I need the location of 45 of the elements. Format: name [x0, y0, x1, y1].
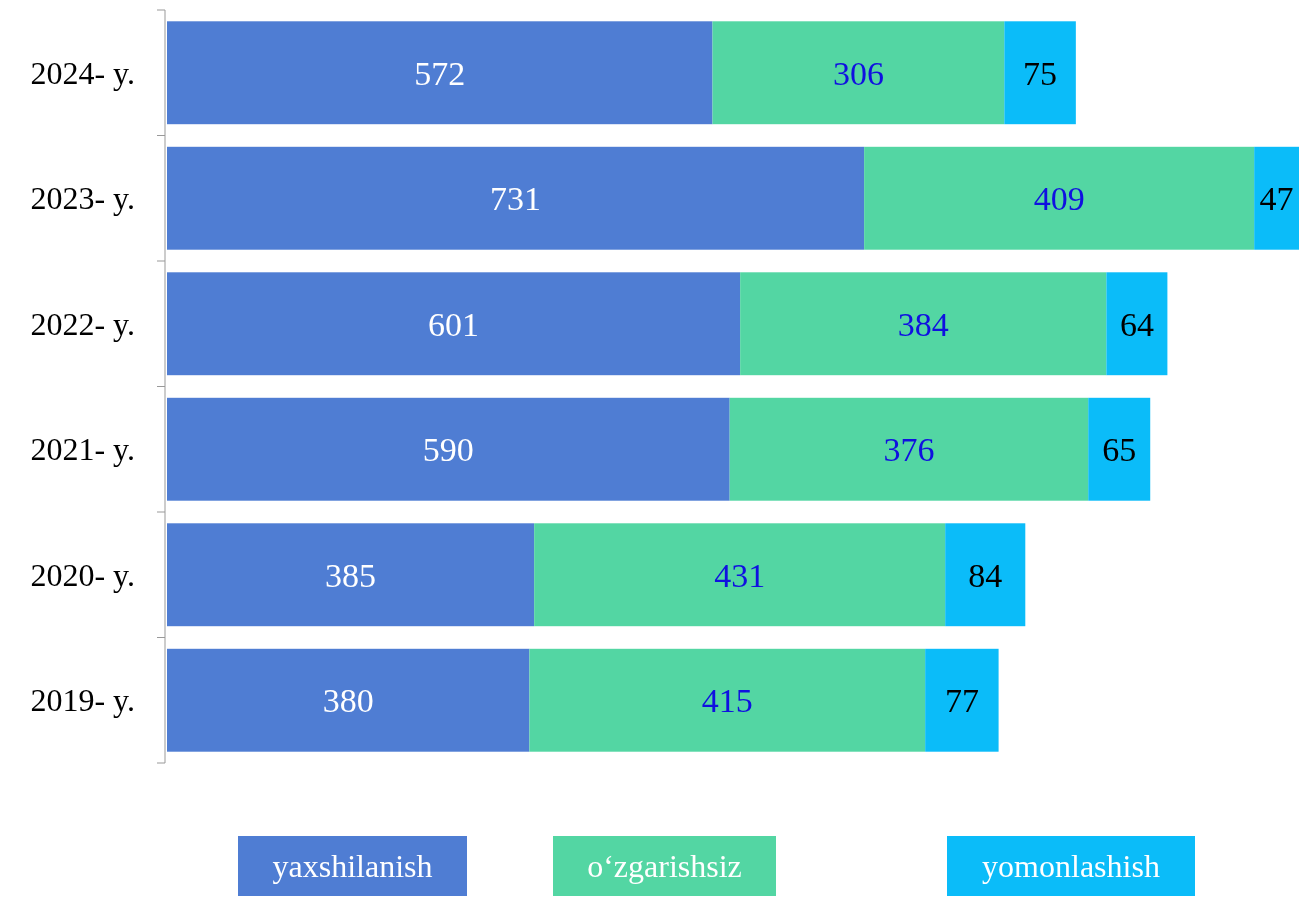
bar — [1004, 21, 1076, 125]
data-label: 572 — [414, 54, 466, 92]
bar — [167, 21, 713, 125]
data-label: 731 — [490, 180, 542, 218]
bar — [529, 648, 926, 752]
data-label: 77 — [944, 682, 979, 720]
bar — [167, 146, 865, 250]
data-label: 75 — [1023, 54, 1058, 92]
text: yaxshilanish — [272, 848, 433, 885]
data-label: 409 — [1033, 180, 1085, 218]
text: o‘zgarishsiz — [587, 848, 742, 885]
data-label: 84 — [968, 556, 1003, 594]
bar — [167, 272, 741, 376]
y-tick-label: 2019- y. — [30, 682, 135, 719]
bar — [534, 523, 946, 627]
bar — [740, 272, 1107, 376]
bar — [1254, 146, 1299, 250]
data-label: 47 — [1259, 180, 1294, 218]
y-tick-label: 2020- y. — [30, 556, 135, 593]
y-tick-label: 2024- y. — [30, 54, 135, 91]
data-label: 65 — [1102, 431, 1137, 469]
y-tick-label: 2021- y. — [30, 431, 135, 468]
bar — [167, 523, 535, 627]
bar — [925, 648, 999, 752]
y-tick-label: 2022- y. — [30, 305, 135, 342]
y-tick-label: 2023- y. — [30, 180, 135, 217]
bar — [167, 397, 730, 501]
data-label: 380 — [322, 682, 374, 720]
text: yomonlashish — [982, 848, 1160, 885]
data-label: 590 — [422, 431, 474, 469]
bar — [864, 146, 1255, 250]
data-label: 306 — [832, 54, 884, 92]
data-label: 64 — [1119, 305, 1154, 343]
bar — [712, 21, 1005, 125]
bar — [945, 523, 1026, 627]
bar — [1106, 272, 1168, 376]
data-label: 385 — [325, 556, 377, 594]
data-label: 601 — [428, 305, 480, 343]
bar — [1088, 397, 1151, 501]
data-label: 384 — [897, 305, 949, 343]
data-label: 376 — [883, 431, 935, 469]
data-label: 415 — [701, 682, 753, 720]
bar — [167, 648, 530, 752]
bar — [729, 397, 1089, 501]
data-label: 431 — [714, 556, 766, 594]
